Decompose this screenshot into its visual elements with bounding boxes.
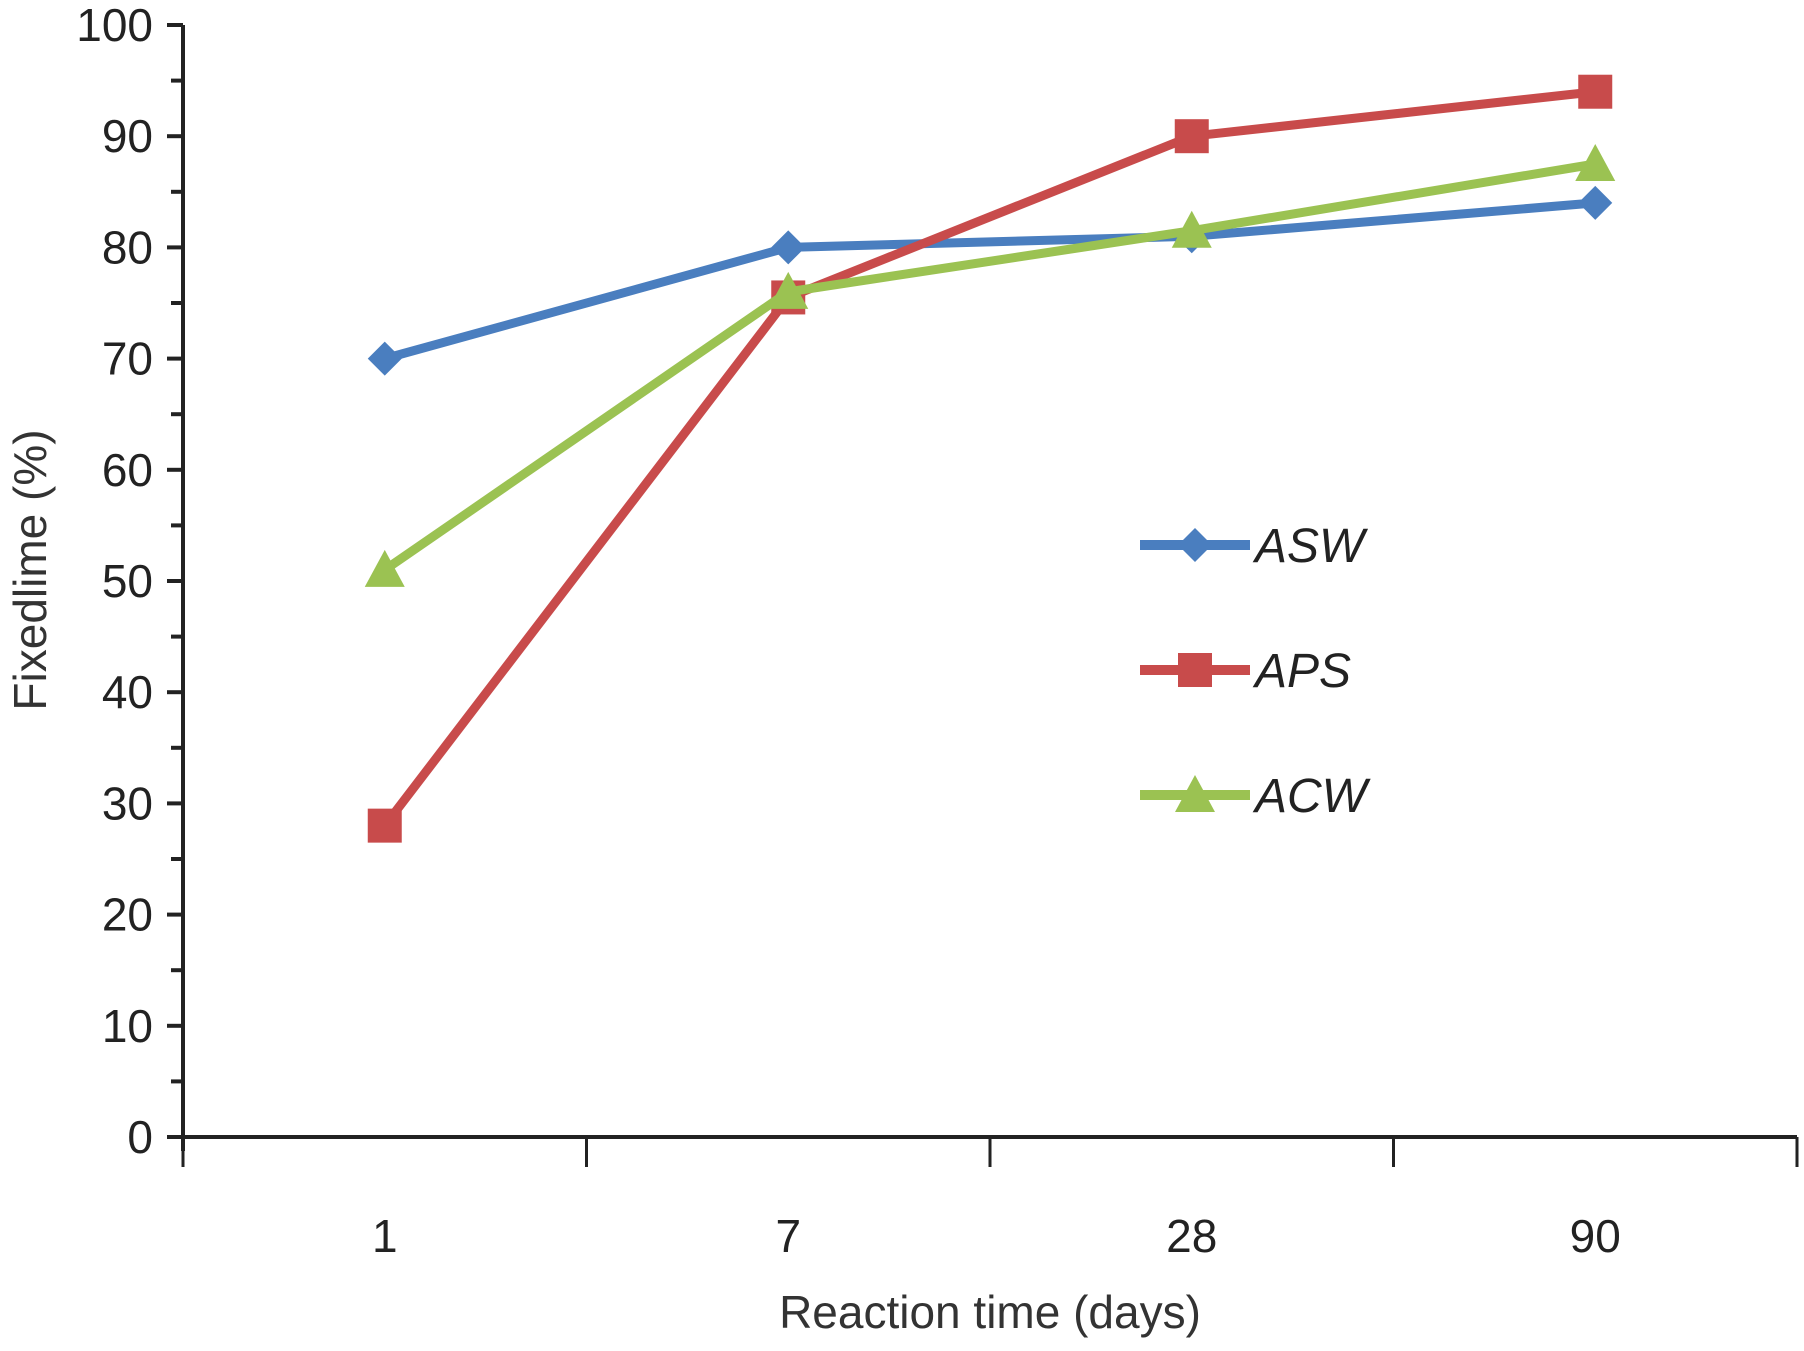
legend-item-aps: APS: [1140, 645, 1351, 698]
x-axis-title: Reaction time (days): [779, 1286, 1201, 1338]
series-line-asw: [383, 198, 1596, 363]
legend-label-aps: APS: [1252, 645, 1351, 698]
y-tick-label: 90: [102, 110, 153, 162]
x-tick-label: 28: [1166, 1210, 1217, 1262]
y-tick-label: 10: [102, 1000, 153, 1052]
y-tick-label: 20: [102, 889, 153, 941]
x-tick-label: 1: [372, 1210, 398, 1262]
legend-label-asw: ASW: [1252, 520, 1369, 573]
y-tick-label: 40: [102, 666, 153, 718]
series-line-aps: [381, 87, 1596, 829]
series-group: [364, 74, 1616, 843]
x-tick-label: 7: [775, 1210, 801, 1262]
data-point-asw: [1578, 185, 1613, 220]
y-tick-label: 100: [76, 0, 153, 51]
axes: [167, 25, 1797, 1151]
y-tick-label: 80: [102, 221, 153, 273]
data-point-acw: [1575, 144, 1616, 181]
data-point-aps: [1578, 74, 1613, 109]
y-tick-label: 30: [102, 777, 153, 829]
y-axis-title: Fixedlime (%): [4, 429, 56, 710]
data-point-aps: [1174, 119, 1209, 154]
y-tick-label: 50: [102, 555, 153, 607]
x-tick-label: 90: [1570, 1210, 1621, 1262]
data-point-asw: [771, 230, 806, 265]
x-axis-ticks: 1 7 28 90: [181, 1137, 1799, 1262]
legend-item-asw: ASW: [1140, 520, 1369, 573]
legend-marker-acw: [1175, 775, 1215, 812]
legend-item-acw: ACW: [1140, 770, 1372, 823]
data-point-acw: [1171, 210, 1212, 248]
y-tick-label: 70: [102, 333, 153, 385]
legend: ASW APS ACW: [1140, 520, 1372, 823]
legend-marker-aps: [1178, 653, 1212, 687]
data-point-aps: [367, 808, 402, 843]
y-tick-label: 0: [127, 1111, 153, 1163]
series-acw: [364, 144, 1616, 587]
data-point-acw: [768, 271, 809, 309]
legend-label-acw: ACW: [1252, 770, 1372, 823]
legend-marker-asw: [1178, 528, 1212, 562]
series-line-acw: [382, 159, 1596, 574]
data-point-acw: [364, 549, 405, 587]
y-axis-ticks: 0 10 20 30 40 50 60 70 80 90 100: [76, 0, 183, 1163]
data-point-asw: [367, 341, 402, 376]
y-tick-label: 60: [102, 444, 153, 496]
